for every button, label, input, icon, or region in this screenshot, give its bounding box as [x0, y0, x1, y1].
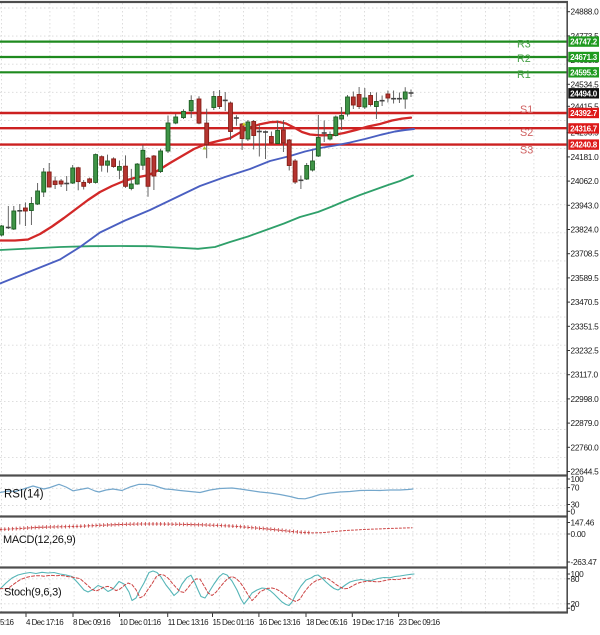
svg-text:147.46: 147.46	[571, 518, 595, 528]
svg-text:24534.5: 24534.5	[571, 79, 600, 89]
svg-text:15 Dec 01:16: 15 Dec 01:16	[213, 618, 255, 627]
svg-text:S3: S3	[520, 144, 533, 156]
svg-text:24062.0: 24062.0	[571, 176, 600, 186]
svg-text:24181.0: 24181.0	[571, 152, 600, 162]
svg-text:24747.2: 24747.2	[570, 38, 598, 47]
svg-text:24595.3: 24595.3	[570, 68, 598, 77]
svg-text:24240.8: 24240.8	[570, 141, 598, 150]
svg-text:0: 0	[571, 603, 576, 613]
svg-text:24671.3: 24671.3	[570, 53, 598, 62]
svg-text:R2: R2	[517, 53, 531, 65]
svg-text:70: 70	[571, 483, 580, 493]
svg-text:18 Dec 05:16: 18 Dec 05:16	[306, 618, 348, 627]
svg-text:4 Dec 17:16: 4 Dec 17:16	[26, 618, 64, 627]
svg-text:23470.5: 23470.5	[571, 297, 600, 307]
svg-text:S1: S1	[520, 104, 533, 116]
svg-text:8 Dec 09:16: 8 Dec 09:16	[73, 618, 111, 627]
svg-text:23232.5: 23232.5	[571, 346, 600, 356]
svg-text:5:16: 5:16	[0, 618, 14, 627]
svg-text:0.00: 0.00	[571, 529, 587, 539]
svg-text:R3: R3	[517, 39, 531, 51]
svg-text:23 Dec 09:16: 23 Dec 09:16	[399, 618, 441, 627]
svg-text:19 Dec 17:16: 19 Dec 17:16	[352, 618, 394, 627]
svg-text:23351.5: 23351.5	[571, 321, 600, 331]
svg-text:S2: S2	[520, 127, 533, 139]
svg-text:23708.5: 23708.5	[571, 249, 600, 259]
svg-text:24392.7: 24392.7	[570, 109, 598, 118]
svg-text:23943.0: 23943.0	[571, 200, 600, 210]
svg-text:16 Dec 13:16: 16 Dec 13:16	[259, 618, 301, 627]
svg-text:10 Dec 01:16: 10 Dec 01:16	[120, 618, 162, 627]
svg-text:24888.0: 24888.0	[571, 7, 600, 17]
svg-text:RSI(14): RSI(14)	[4, 489, 44, 501]
svg-text:80: 80	[571, 574, 580, 584]
svg-text:23824.0: 23824.0	[571, 225, 600, 235]
svg-text:23117.0: 23117.0	[571, 370, 599, 380]
svg-text:22998.0: 22998.0	[571, 394, 600, 404]
svg-text:R1: R1	[517, 69, 531, 81]
svg-text:22879.0: 22879.0	[571, 418, 600, 428]
svg-text:Stoch(9,6,3): Stoch(9,6,3)	[4, 587, 62, 599]
svg-text:0: 0	[571, 506, 576, 516]
svg-text:MACD(12,26,9): MACD(12,26,9)	[3, 534, 76, 546]
svg-text:11 Dec 13:16: 11 Dec 13:16	[168, 618, 209, 627]
svg-text:22760.0: 22760.0	[571, 442, 600, 452]
svg-text:23589.5: 23589.5	[571, 273, 600, 283]
svg-text:24494.0: 24494.0	[570, 89, 598, 98]
svg-text:-263.47: -263.47	[571, 557, 598, 567]
svg-text:24316.7: 24316.7	[570, 124, 598, 133]
